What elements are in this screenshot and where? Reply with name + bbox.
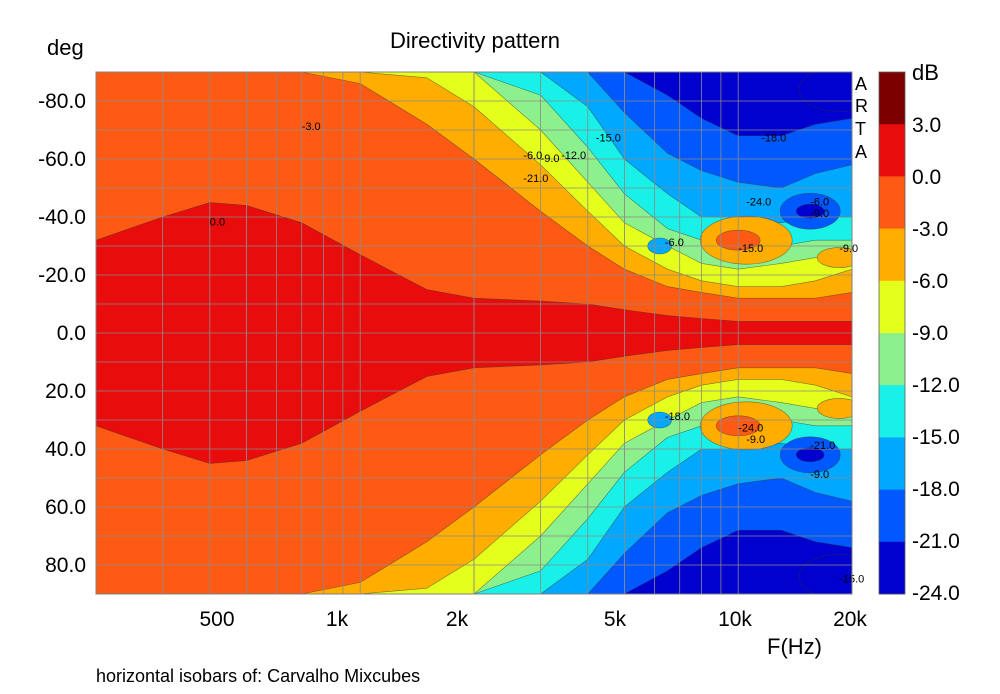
isobar-label: -9.0 (810, 208, 829, 220)
colorbar-swatch (879, 333, 905, 386)
isobar-label: -6.0 (810, 196, 829, 208)
colorbar-tick: -6.0 (912, 270, 949, 293)
y-tick-label: 60.0 (45, 496, 86, 519)
colorbar-swatch (879, 228, 905, 282)
y-axis-label: deg (47, 35, 84, 60)
chart-title: Directivity pattern (390, 28, 560, 53)
y-tick-label: -40.0 (38, 206, 86, 229)
colorbar-tick: 3.0 (912, 114, 942, 137)
x-tick-label: 5k (603, 608, 627, 631)
colorbar-swatch (879, 176, 905, 230)
x-tick-label: 2k (445, 608, 469, 631)
isobar-label: -3.0 (302, 121, 321, 133)
colorbar-swatch (879, 437, 905, 491)
colorbar-tick: -18.0 (912, 478, 960, 501)
isobar-label: -15.0 (596, 133, 621, 145)
colorbar-tick: -12.0 (912, 374, 960, 397)
grid-lines (96, 72, 852, 594)
isobar-label: -18.0 (761, 133, 786, 145)
colorbar-frame (878, 71, 906, 595)
footer-caption: horizontal isobars of: Carvalho Mixcubes (96, 666, 421, 686)
isobar-label: -21.0 (810, 440, 835, 452)
colorbar-swatch (879, 385, 905, 438)
isobar-label: -6.0 (523, 150, 542, 162)
y-tick-label: 0.0 (56, 322, 86, 345)
isobar-island (795, 203, 825, 219)
isobar-island (798, 72, 852, 112)
colorbar-label: dB (912, 60, 939, 85)
colorbar-tick: 0.0 (912, 166, 942, 189)
y-tick-label: -80.0 (38, 90, 86, 113)
x-tick-label: 10k (718, 608, 752, 631)
isobar-label: -15.0 (738, 243, 763, 255)
colorbar-swatch (879, 280, 905, 334)
brand-letter: A (855, 74, 868, 94)
isobar-label: -12.0 (561, 150, 586, 162)
isobar-label: -9.0 (839, 243, 858, 255)
isobar-island (816, 247, 852, 268)
isobar-label: -6.0 (665, 237, 684, 249)
x-tick-label: 1k (325, 608, 349, 631)
colorbar-swatch (879, 72, 905, 125)
isobar-island (798, 554, 852, 594)
isobar-islands (647, 72, 852, 594)
isobar-label: -24.0 (738, 423, 763, 435)
isobar-label: -24.0 (746, 196, 771, 208)
brand-letter: R (855, 96, 868, 116)
isobar-label: -9.0 (746, 434, 765, 446)
plot-frame (95, 71, 853, 595)
isobar-island (816, 398, 852, 419)
y-tick-label: -60.0 (38, 148, 86, 171)
x-tick-label: 20k (833, 608, 867, 631)
isobar-label: 0.0 (210, 217, 225, 229)
y-tick-label: 20.0 (45, 380, 86, 403)
isobar-label: -18.0 (665, 411, 690, 423)
colorbar-tick: -24.0 (912, 582, 960, 605)
x-axis-label: F(Hz) (767, 634, 822, 659)
isobar-labels: -3.00.0-6.0-9.0 -12.0-15.0 -18.0-21.0-24.0… (210, 121, 864, 585)
brand-letter: T (855, 119, 866, 139)
colorbar-swatch (879, 489, 905, 543)
colorbar-tick: -3.0 (912, 218, 949, 241)
isobar-label: -9.0 (810, 469, 829, 481)
y-tick-label: 80.0 (45, 554, 86, 577)
isobar-label: -21.0 (523, 173, 548, 185)
colorbar-swatch (879, 124, 905, 177)
isobar-label: -9.0 (541, 153, 560, 165)
colorbar-swatch (879, 541, 905, 595)
brand-letter: A (855, 142, 868, 162)
colorbar (878, 71, 906, 595)
isobar-island (795, 447, 825, 463)
colorbar-tick: -15.0 (912, 426, 960, 449)
y-tick-label: -20.0 (38, 264, 86, 287)
colorbar-tick: -21.0 (912, 530, 960, 553)
x-tick-label: 500 (199, 608, 235, 631)
y-tick-label: 40.0 (45, 438, 86, 461)
colorbar-tick: -9.0 (912, 322, 949, 345)
